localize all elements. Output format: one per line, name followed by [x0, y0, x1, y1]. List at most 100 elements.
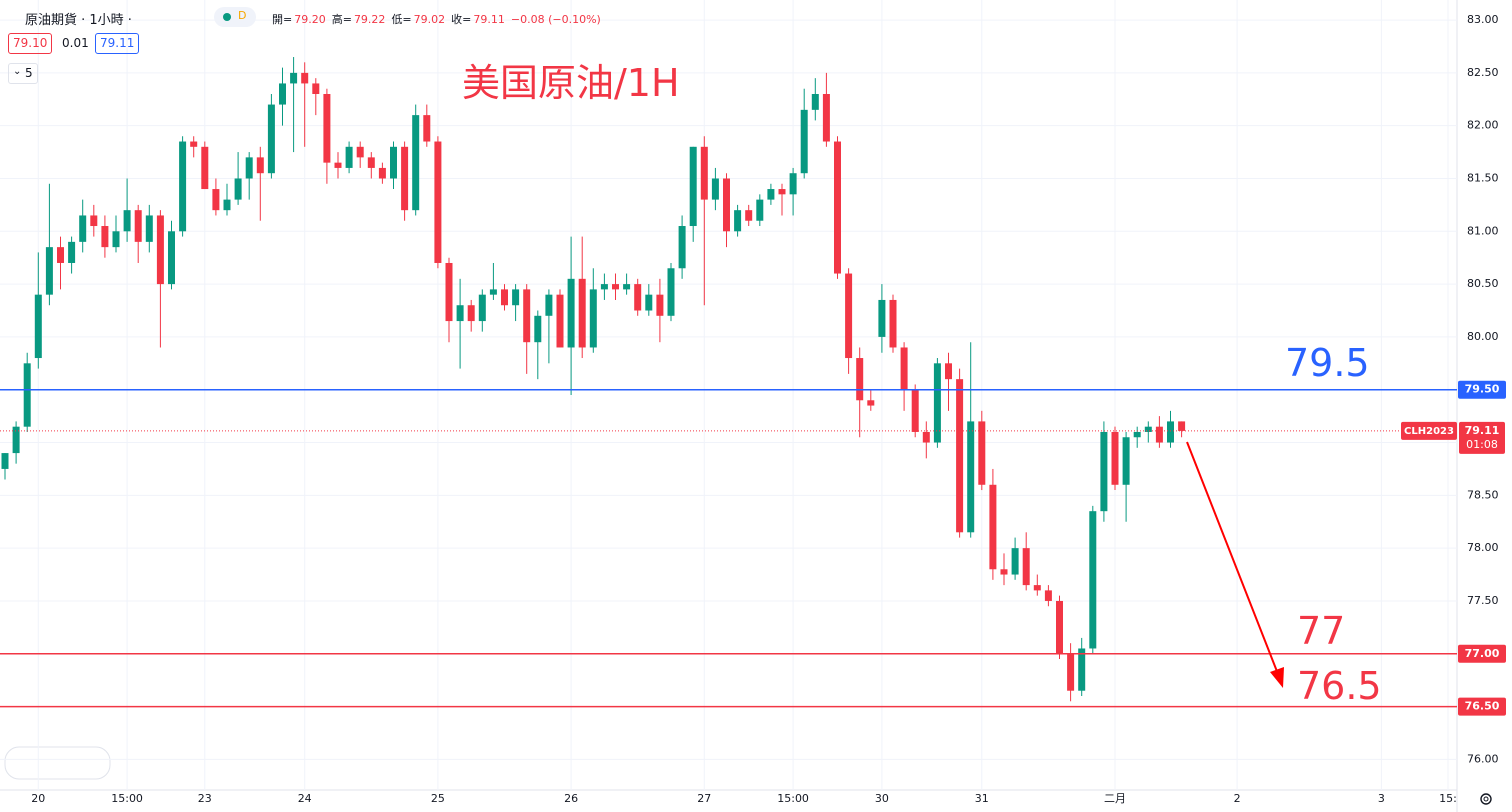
candle-body [900, 347, 908, 390]
candle-body [834, 141, 841, 274]
x-tick-label: 15:00 [777, 792, 809, 805]
level-label-box [1458, 380, 1506, 399]
candle-body [800, 109, 808, 174]
x-tick-label: 24 [298, 792, 312, 805]
level-label: 79.50 [1465, 383, 1500, 396]
last-price-label: 79.11 [1465, 424, 1500, 437]
candle-body [1, 453, 9, 469]
y-tick-label: 78.00 [1467, 541, 1499, 554]
indicator-toggle[interactable]: ⌄ 5 [8, 63, 38, 84]
candle-body [290, 72, 298, 84]
settings-icon[interactable] [1480, 793, 1492, 805]
navigation-button[interactable] [4, 746, 111, 780]
candle-body [1033, 585, 1041, 591]
candle-body [767, 189, 775, 200]
candle-body [822, 93, 830, 142]
annotation: 77 [1297, 609, 1346, 653]
ask-box[interactable]: 79.11 [95, 33, 140, 54]
candle-body [723, 178, 730, 232]
candle-body [312, 83, 320, 94]
candle-body [856, 358, 864, 401]
last-price-box [1459, 421, 1505, 454]
candle-body [279, 83, 286, 105]
level-label: 77.00 [1465, 647, 1500, 660]
x-tick-label: 2 [1234, 792, 1241, 805]
candle-body [12, 426, 20, 454]
candle-body [412, 115, 420, 211]
y-tick-label: 78.50 [1467, 488, 1499, 501]
candle-body [656, 294, 664, 316]
candle-body [256, 157, 264, 174]
x-tick-label: 31 [975, 792, 989, 805]
candle-body [523, 289, 531, 343]
candle-body [567, 278, 575, 348]
candle-body [967, 421, 975, 533]
candle-body [878, 299, 886, 337]
candle-body [600, 284, 608, 290]
candle-body [401, 146, 409, 211]
candle-body [467, 305, 475, 322]
candle-body [456, 305, 464, 322]
candle-body [811, 93, 819, 110]
status-pill[interactable]: D [214, 7, 256, 27]
candle-body [301, 72, 309, 84]
candle-body [512, 289, 520, 306]
y-tick-label: 82.00 [1467, 119, 1499, 132]
badge: D [238, 9, 247, 22]
x-tick-label: 27 [697, 792, 711, 805]
candle-body [1067, 653, 1075, 691]
x-tick-label: 15:00 [111, 792, 143, 805]
candle-body [267, 104, 275, 174]
candle-body [390, 146, 397, 179]
candle-layer [0, 57, 1457, 708]
candle-body [989, 484, 997, 570]
ohlc-label: 高= [331, 13, 352, 26]
candle-body [168, 231, 175, 285]
candle-body [1167, 421, 1174, 443]
trend-arrow [1186, 441, 1284, 688]
y-tick-label: 80.00 [1467, 330, 1499, 343]
candle-body [478, 294, 486, 322]
candle-body [634, 284, 642, 311]
candle-body [45, 247, 53, 295]
candle-body [889, 299, 897, 348]
ohlc-value: 79.20 [294, 13, 326, 26]
ohlc-label: 開= [272, 13, 293, 26]
candle-body [334, 162, 342, 168]
candle-body [700, 146, 708, 200]
candle-body [201, 146, 209, 190]
candle-body [756, 199, 764, 221]
candle-body [434, 141, 442, 263]
bid-box[interactable]: 79.10 [8, 33, 53, 54]
candle-body [234, 178, 242, 200]
candle-body [34, 294, 42, 359]
candle-body [489, 289, 497, 295]
candle-body [445, 262, 453, 322]
x-tick-label: 二月 [1104, 792, 1126, 805]
candle-body [678, 226, 686, 269]
candle-body [145, 215, 153, 242]
ohlc-label: 收= [451, 13, 472, 26]
candle-body [1089, 511, 1097, 649]
y-tick-label: 76.00 [1467, 752, 1499, 765]
level-label-box [1458, 644, 1506, 663]
ohlc-value: 79.02 [413, 13, 446, 26]
candle-body [378, 167, 386, 179]
ohlc-value: 79.22 [353, 13, 386, 26]
candle-body [578, 278, 586, 348]
x-tick-label: 15: [1439, 792, 1457, 805]
candle-body [123, 210, 131, 232]
y-tick-label: 81.00 [1467, 224, 1499, 237]
indicator-count: 5 [25, 66, 33, 80]
symbol-box [1401, 421, 1457, 440]
candle-body [1122, 437, 1130, 485]
candle-body [1178, 421, 1186, 431]
x-tick-label: 26 [564, 792, 578, 805]
chart-title: 美国原油/1H [462, 61, 680, 105]
candle-body [745, 210, 753, 221]
candle-body [112, 231, 120, 248]
candle-body [667, 268, 675, 316]
spread: 0.01 [62, 36, 89, 50]
symbol-title: 原油期貨 · 1小時 · [25, 13, 132, 28]
